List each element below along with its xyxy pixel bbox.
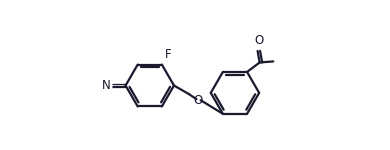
Text: F: F [165,48,171,61]
Text: O: O [193,94,203,107]
Text: O: O [254,34,264,47]
Text: N: N [102,79,111,92]
